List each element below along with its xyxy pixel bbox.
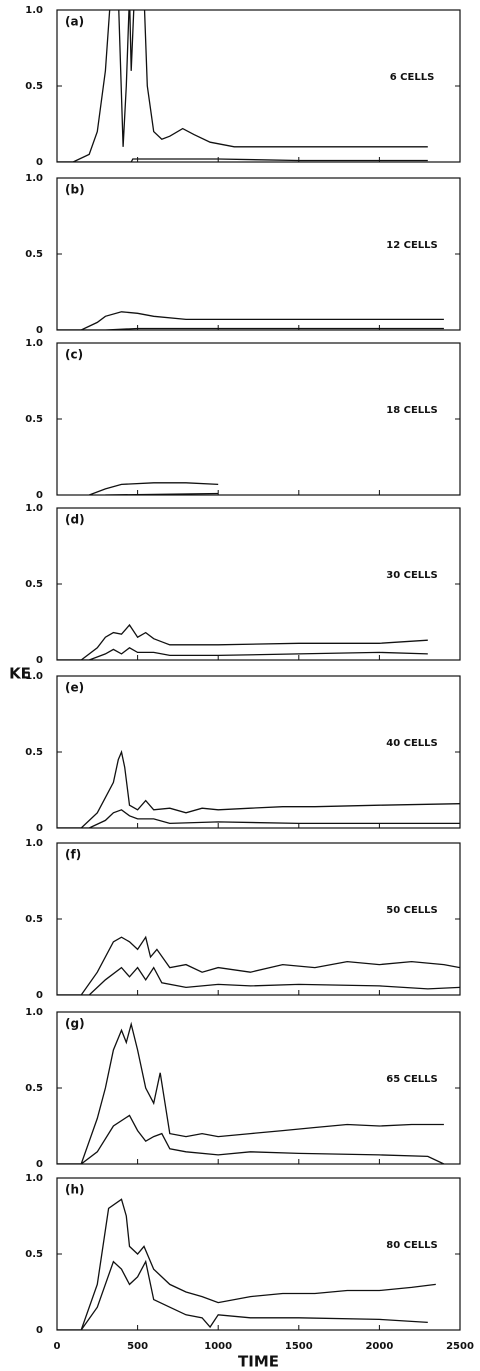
panel: 0 0.5 1.0 (d) 30 CELLS bbox=[25, 503, 461, 666]
y-tick-label: 0.5 bbox=[25, 579, 43, 590]
plot-frame bbox=[56, 842, 461, 996]
data-line bbox=[57, 623, 428, 660]
y-tick-label: 0.5 bbox=[25, 914, 43, 925]
data-line bbox=[57, 966, 460, 995]
x-tick-label: 2000 bbox=[365, 1341, 393, 1352]
plot-frame bbox=[56, 9, 461, 163]
y-tick-label: 0 bbox=[36, 655, 43, 666]
panel-label: (g) bbox=[65, 1017, 85, 1031]
panel-label: (h) bbox=[65, 1183, 85, 1197]
y-tick-label: 0 bbox=[36, 823, 43, 834]
x-tick-label: 1000 bbox=[204, 1341, 232, 1352]
panel: 0 0.5 1.0 (a) 6 CELLS bbox=[25, 5, 461, 168]
y-tick-label: 1.0 bbox=[25, 173, 43, 184]
data-line bbox=[57, 1198, 436, 1330]
data-line bbox=[57, 647, 428, 660]
panel: 0 0.5 1.0 0 500 1000 1500 2000 2500 (h) 80 CELLS TI… bbox=[25, 1173, 474, 1371]
data-line bbox=[57, 327, 444, 330]
panel-label: (d) bbox=[65, 513, 85, 527]
plot-frame bbox=[56, 177, 461, 331]
x-tick-label: 0 bbox=[54, 1341, 61, 1352]
data-line bbox=[57, 749, 460, 828]
data-line bbox=[88, 482, 219, 495]
annotation: 50 CELLS bbox=[386, 905, 438, 916]
y-tick-label: 0.5 bbox=[25, 249, 43, 260]
y-tick-label: 0.5 bbox=[25, 747, 43, 758]
x-tick-label: 2500 bbox=[446, 1341, 474, 1352]
x-axis-label: TIME bbox=[238, 1353, 279, 1368]
y-tick-label: 0 bbox=[36, 490, 43, 501]
y-tick-label: 1.0 bbox=[25, 1007, 43, 1018]
panel: 0 0.5 1.0 (g) 65 CELLS bbox=[25, 1007, 461, 1170]
data-line bbox=[57, 311, 444, 330]
y-tick-label: 1.0 bbox=[25, 671, 43, 682]
panel: 0 0.5 1.0 (e) 40 CELLS KE bbox=[9, 665, 461, 834]
y-tick-label: 1.0 bbox=[25, 338, 43, 349]
data-line bbox=[57, 935, 460, 995]
y-tick-label: 1.0 bbox=[25, 1173, 43, 1184]
annotation: 6 CELLS bbox=[390, 72, 435, 83]
annotation: 80 CELLS bbox=[386, 1240, 438, 1251]
y-tick-label: 0 bbox=[36, 1325, 43, 1336]
panel: 0 0.5 1.0 (f) 50 CELLS bbox=[25, 838, 461, 1001]
data-line bbox=[57, 1259, 428, 1330]
annotation: 40 CELLS bbox=[386, 738, 438, 749]
annotation: 12 CELLS bbox=[386, 240, 438, 251]
y-tick-label: 0 bbox=[36, 157, 43, 168]
annotation: 18 CELLS bbox=[386, 405, 438, 416]
panel-label: (a) bbox=[65, 15, 84, 29]
x-tick-label: 500 bbox=[127, 1341, 148, 1352]
data-line bbox=[57, 158, 428, 162]
y-tick-label: 0 bbox=[36, 990, 43, 1001]
data-line bbox=[57, 1114, 445, 1164]
y-tick-label: 1.0 bbox=[25, 5, 43, 16]
y-tick-label: 1.0 bbox=[25, 838, 43, 849]
panel-label: (e) bbox=[65, 681, 84, 695]
panel-label: (b) bbox=[65, 183, 85, 197]
data-line bbox=[57, 809, 460, 828]
plot-frame bbox=[56, 342, 461, 496]
y-tick-label: 0.5 bbox=[25, 81, 43, 92]
annotation: 65 CELLS bbox=[386, 1074, 438, 1085]
data-line bbox=[105, 492, 219, 495]
y-tick-label: 0 bbox=[36, 325, 43, 336]
plot-frame bbox=[56, 1177, 461, 1331]
panel-label: (c) bbox=[65, 348, 83, 362]
plot-frame bbox=[56, 507, 461, 661]
annotation: 30 CELLS bbox=[386, 570, 438, 581]
y-tick-label: 0 bbox=[36, 1159, 43, 1170]
y-tick-label: 0.5 bbox=[25, 1249, 43, 1260]
y-tick-label: 0.5 bbox=[25, 1083, 43, 1094]
data-line bbox=[57, 1021, 444, 1164]
y-axis-label: KE bbox=[9, 665, 31, 683]
x-tick-label: 1500 bbox=[285, 1341, 313, 1352]
panel-label: (f) bbox=[65, 848, 81, 862]
y-tick-label: 1.0 bbox=[25, 503, 43, 514]
data-line bbox=[57, 10, 428, 162]
panel: 0 0.5 1.0 (b) 12 CELLS bbox=[25, 173, 461, 336]
y-tick-label: 0.5 bbox=[25, 414, 43, 425]
panel: 0 0.5 1.0 (c) 18 CELLS bbox=[25, 338, 461, 501]
plot-frame bbox=[56, 1011, 461, 1165]
